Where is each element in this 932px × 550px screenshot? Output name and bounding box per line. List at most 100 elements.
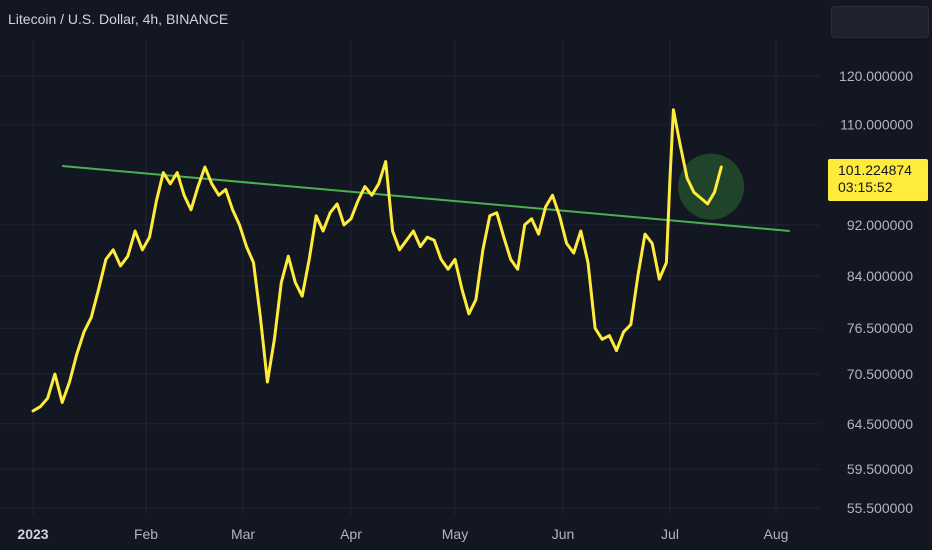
- price-point: [461, 288, 463, 291]
- price-point: [315, 214, 317, 217]
- y-tick-label: 120.000000: [839, 68, 913, 84]
- price-point: [679, 144, 682, 147]
- price-point: [287, 255, 290, 257]
- price-point: [301, 295, 304, 297]
- price-point: [176, 171, 178, 174]
- price-point: [266, 381, 269, 383]
- price-point: [75, 353, 78, 356]
- price-point: [148, 236, 151, 238]
- price-point: [39, 405, 42, 408]
- price-point: [97, 288, 100, 291]
- price-point: [447, 268, 449, 270]
- price-point: [558, 214, 561, 217]
- price-point: [357, 200, 359, 202]
- bar-countdown: 03:15:52: [838, 179, 893, 195]
- price-point: [669, 177, 671, 179]
- price-point: [551, 194, 554, 197]
- price-point: [322, 230, 324, 232]
- highlight-circle: [678, 153, 745, 220]
- price-point: [141, 248, 144, 251]
- price-point: [496, 212, 498, 214]
- price-point: [516, 268, 519, 270]
- x-tick-label: Aug: [764, 526, 789, 542]
- last-price-tag: 101.224874 03:15:52: [828, 159, 928, 201]
- price-point: [523, 224, 526, 226]
- price-point: [217, 194, 220, 197]
- price-point: [112, 248, 114, 251]
- price-point: [126, 255, 129, 257]
- price-point: [686, 177, 688, 179]
- x-tick-label: Mar: [231, 526, 255, 542]
- x-tick-label: 2023: [17, 526, 48, 542]
- price-point: [693, 191, 695, 194]
- price-point: [169, 182, 172, 185]
- price-point: [252, 261, 255, 264]
- last-price-value: 101.224874: [838, 162, 912, 178]
- price-point: [433, 239, 436, 242]
- price-point: [587, 261, 589, 264]
- price-point: [294, 281, 297, 284]
- price-point: [155, 200, 158, 202]
- x-tick-label: Apr: [340, 526, 362, 542]
- price-point: [211, 182, 213, 185]
- price-point: [371, 194, 373, 197]
- price-point: [720, 166, 723, 168]
- price-point: [183, 194, 185, 197]
- x-tick-label: May: [442, 526, 468, 542]
- price-point: [204, 166, 206, 168]
- price-point: [343, 224, 345, 226]
- price-point: [391, 230, 394, 232]
- price-point: [245, 245, 248, 248]
- price-point: [308, 258, 310, 261]
- price-point: [706, 203, 709, 205]
- price-point: [672, 108, 675, 111]
- price-point: [398, 248, 401, 251]
- top-right-widget[interactable]: [831, 6, 929, 38]
- price-point: [454, 258, 456, 261]
- price-point: [162, 171, 165, 174]
- price-point: [119, 265, 122, 267]
- price-point: [713, 191, 716, 194]
- price-point: [224, 188, 227, 191]
- price-point: [482, 248, 484, 251]
- price-point: [46, 397, 49, 400]
- price-point: [32, 410, 34, 412]
- price-point: [601, 338, 604, 341]
- price-point: [699, 197, 702, 199]
- price-point: [629, 323, 632, 326]
- x-tick-label: Jul: [661, 526, 679, 542]
- price-point: [134, 230, 136, 232]
- price-point: [61, 401, 63, 404]
- y-tick-label: 55.500000: [847, 500, 913, 516]
- price-line: [31, 108, 723, 413]
- y-tick-label: 84.000000: [847, 268, 913, 284]
- price-point: [384, 160, 387, 163]
- price-point: [509, 258, 512, 261]
- price-point: [615, 349, 618, 352]
- y-tick-label: 70.500000: [847, 366, 913, 382]
- price-point: [197, 185, 199, 188]
- y-tick-label: 110.000000: [840, 117, 913, 133]
- price-point: [594, 327, 596, 330]
- price-point: [105, 258, 107, 261]
- price-point: [68, 381, 71, 383]
- price-point: [572, 252, 575, 254]
- price-point: [544, 206, 547, 208]
- price-point: [377, 182, 380, 185]
- y-tick-label: 59.500000: [847, 461, 913, 477]
- price-point: [238, 224, 241, 226]
- price-point: [350, 217, 352, 220]
- price-point: [608, 334, 611, 337]
- price-point: [419, 245, 422, 248]
- y-tick-label: 92.000000: [847, 217, 913, 233]
- price-point: [644, 233, 646, 235]
- symbol-title[interactable]: Litecoin / U.S. Dollar, 4h, BINANCE: [8, 11, 229, 27]
- price-point: [405, 239, 408, 242]
- price-point: [280, 281, 283, 284]
- price-point: [426, 236, 429, 238]
- price-point: [475, 298, 477, 301]
- price-point: [665, 261, 668, 264]
- price-point: [231, 209, 234, 211]
